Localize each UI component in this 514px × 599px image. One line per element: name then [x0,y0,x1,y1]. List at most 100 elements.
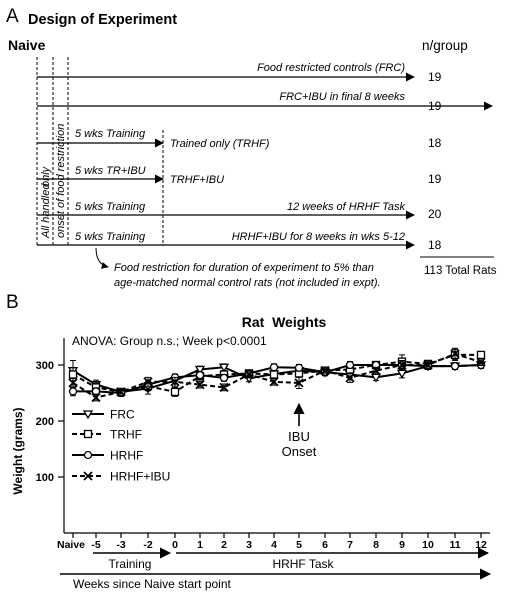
data-point [294,378,304,388]
panel-a-title: Design of Experiment [28,12,177,28]
x-tick-label: 5 [296,539,302,551]
group-training-hrhf-ibu: 5 wks Training [75,231,146,243]
all-handled-label: All handled [40,183,52,239]
group-n-hrhf: 20 [428,207,442,221]
data-point [116,387,126,397]
x-tick-label: 8 [373,539,379,551]
data-point [170,377,180,387]
y-axis: 100 200 300 [36,338,65,533]
note-pointer [95,247,109,269]
anova-stats: ANOVA: Group n.s.; Week p<0.0001 [72,334,267,348]
x-tick-label: 7 [347,539,353,551]
data-point [476,357,486,367]
hrhf-task-label: HRHF Task [272,557,334,571]
x-tick-label: 0 [172,539,178,551]
data-point [423,360,433,370]
group-name-hrhf-ibu: HRHF+IBU for 8 weeks in wks 5-12 [232,231,405,243]
data-point [68,370,78,379]
group-name-frc-ibu: FRC+IBU in final 8 weeks [279,91,405,103]
group-name-hrhf: 12 weeks of HRHF Task [287,201,405,213]
legend-marker [83,450,93,460]
series-layer [67,347,487,403]
data-point [396,369,408,379]
legend: FRC TRHF HRHF HRHF+IBU [72,408,170,484]
x-tick-label: -5 [91,539,100,551]
legend-label: FRC [110,408,135,422]
group-n-frc-ibu: 19 [428,99,442,113]
x-tick-label: 4 [271,539,277,551]
group-training-trhf-ibu: 5 wks TR+IBU [75,165,146,177]
data-point [170,387,180,397]
legend-label: HRHF+IBU [110,470,170,484]
group-name-trhf: Trained only (TRHF) [170,138,270,150]
data-point [476,350,486,360]
data-point [195,370,205,380]
onset-food-restriction-label: onset of food restriction [55,124,67,238]
x-tick-label: 10 [422,539,434,551]
data-point [320,365,330,376]
group-n-trhf: 18 [428,136,442,150]
total-rats: 113 Total Rats [424,265,497,277]
group-n-hrhf-ibu: 18 [428,238,442,252]
data-point [269,377,279,387]
group-training-hrhf: 5 wks Training [75,201,146,213]
food-restriction-note-2: age-matched normal control rats (not inc… [114,277,381,289]
x-tick-label: 12 [475,539,487,551]
chart-title: Rat Weights [242,314,327,330]
x-tick-label: 3 [246,539,252,551]
data-point [450,361,460,371]
y-axis-label: Weight (grams) [11,407,25,494]
group-name-trhf-ibu: TRHF+IBU [170,174,224,186]
data-point [219,382,229,393]
ibu-onset-label-2: Onset [282,444,317,459]
only-label: only [40,165,52,187]
data-point [345,373,355,383]
group-n-trhf-ibu: 19 [428,172,442,186]
training-label: Training [109,557,152,571]
series-hrhf-ibu [68,347,486,403]
data-point [294,363,304,372]
x-tick-label: 2 [221,539,227,551]
x-tick-label: 6 [322,539,328,551]
n-group-header: n/group [422,38,468,53]
group-training-trhf: 5 wks Training [75,128,146,140]
y-tick-label: 300 [36,360,54,372]
legend-marker [83,471,93,481]
data-point [68,378,78,388]
x-tick-label: 9 [399,539,405,551]
legend-label: TRHF [110,428,142,442]
data-point [269,363,279,372]
x-axis: Naive -5 -3 -2 0 1 2 3 4 5 6 7 8 9 10 11 12 [57,532,490,551]
group-n-frc: 19 [428,70,442,84]
data-point [91,392,101,403]
panel-b: B Rat Weights ANOVA: Group n.s.; Week p<… [6,292,492,591]
x-tick-label: -2 [143,539,152,551]
naive-label: Naive [8,37,46,53]
data-point [371,365,381,376]
data-point [218,363,230,373]
weeks-label: Weeks since Naive start point [73,577,232,591]
data-point [143,377,153,387]
data-point [219,373,229,383]
panel-a: A Design of Experiment Naive n/group All… [6,6,497,289]
data-point [450,349,460,359]
legend-label: HRHF [110,449,143,463]
data-point [195,379,205,390]
data-point [345,360,355,370]
x-tick-label: Naive [57,539,85,551]
y-tick-label: 100 [36,472,54,484]
data-point [194,365,206,375]
y-tick-label: 200 [36,416,54,428]
x-tick-label: 1 [197,539,203,551]
x-tick-label: -3 [116,539,125,551]
legend-marker [83,429,93,439]
data-point [269,370,279,379]
x-tick-label: 11 [449,539,460,551]
group-name-frc: Food restricted controls (FRC) [257,62,405,74]
legend-marker [82,410,94,420]
panel-b-letter: B [6,292,19,313]
ibu-onset-label-1: IBU [288,429,310,444]
data-point [68,387,78,396]
data-point [397,360,407,370]
